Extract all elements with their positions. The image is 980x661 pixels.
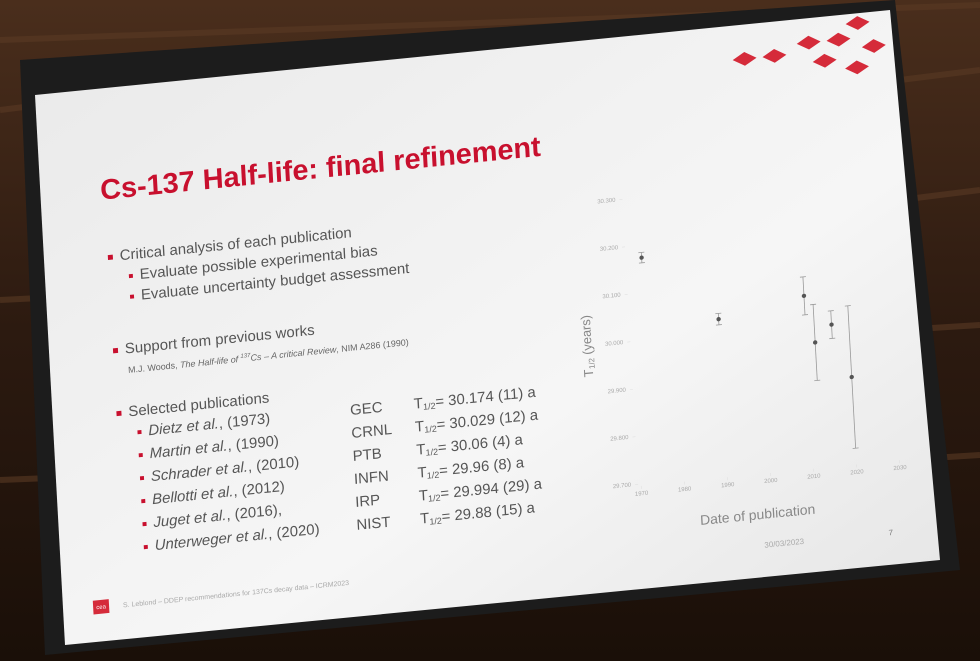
y-tick-label: 30.000	[605, 340, 624, 348]
lab: PTB	[352, 446, 382, 465]
point	[639, 255, 644, 260]
year: , (2020)	[268, 522, 320, 543]
bullet-square	[138, 452, 143, 458]
point	[716, 316, 721, 322]
y-tick-label: 29.700	[613, 482, 632, 490]
error-cap	[852, 447, 859, 449]
point	[829, 322, 834, 327]
lab: GEC	[350, 400, 383, 419]
lab: INFN	[354, 469, 390, 488]
point	[849, 374, 854, 380]
y-axis-label: T1/2 (years)	[578, 314, 597, 377]
lab: CRNL	[351, 422, 392, 442]
decoration	[732, 16, 886, 75]
bullet-square	[137, 429, 142, 435]
symbol: T	[416, 442, 426, 459]
symbol: T	[581, 368, 596, 377]
bullet-square	[142, 521, 147, 527]
symbol: T	[413, 396, 423, 413]
publication: Juget et al., (2016),	[152, 502, 282, 531]
bullet-square	[143, 544, 148, 550]
lab: NIST	[356, 515, 391, 534]
x-tick-label: 2020	[850, 469, 864, 476]
publication: Martin et al., (1990)	[149, 433, 279, 462]
error-cap	[799, 276, 806, 278]
x-tick-label: 1990	[721, 482, 735, 489]
symbol: T	[415, 419, 425, 436]
error-cap	[814, 379, 821, 382]
page-number: 7	[888, 528, 893, 537]
y-tick-label: 30.300	[597, 198, 616, 206]
year: , (2010)	[247, 454, 299, 475]
ref-sup: 137	[240, 352, 251, 359]
bullet-square	[141, 498, 146, 504]
point	[801, 293, 807, 299]
error-cap	[829, 337, 836, 340]
bullet-square	[116, 410, 122, 417]
year: , (1973)	[218, 411, 270, 432]
error-cap	[810, 303, 817, 306]
unit: (years)	[578, 314, 595, 359]
subscript: 1/2	[425, 447, 438, 458]
bullet-square	[129, 294, 135, 299]
logo: cea	[96, 604, 107, 611]
authors: Dietz et al.	[148, 416, 219, 439]
x-tick-label: 1970	[635, 491, 649, 498]
x-tick-label: 2010	[807, 473, 821, 480]
y-tick-label: 29.800	[610, 435, 629, 443]
subscript: 1/2	[428, 493, 441, 504]
publication: Dietz et al., (1973)	[148, 411, 271, 439]
symbol: T	[417, 465, 427, 482]
authors: Juget et al.	[152, 508, 227, 531]
point	[812, 340, 818, 345]
subscript: 1/2	[427, 470, 440, 481]
slide	[35, 10, 940, 645]
error-cap	[638, 262, 645, 264]
error-cap	[715, 324, 722, 326]
subscript: 1/2	[429, 516, 442, 527]
year: , (2016),	[226, 502, 282, 523]
subscript: 1/2	[423, 401, 436, 412]
error-cap	[827, 310, 834, 312]
symbol: T	[420, 511, 430, 528]
year: , (2012)	[233, 479, 285, 500]
authors: Martin et al.	[149, 438, 228, 462]
y-tick-label: 29.900	[608, 387, 627, 395]
lab: IRP	[355, 493, 381, 511]
symbol: T	[418, 488, 428, 505]
date: 30/03/2023	[764, 537, 805, 550]
logo-box	[92, 599, 110, 615]
error-cap	[801, 314, 809, 316]
error-cap	[638, 251, 645, 254]
subscript: 1/2	[424, 424, 437, 435]
y-tick-label: 30.200	[600, 245, 619, 253]
subscript: 1/2	[587, 358, 597, 370]
year: , (1990)	[227, 433, 279, 454]
error-cap	[844, 305, 851, 307]
bullet-square	[112, 347, 119, 354]
error-cap	[715, 312, 722, 315]
chart: 29.700 29.800 29.900 30.000 30.100 30.200 30.3…	[578, 198, 907, 498]
y-tick-label: 30.100	[602, 293, 621, 301]
bullet-square	[107, 254, 114, 261]
x-tick-label: 1980	[678, 486, 692, 493]
x-tick-label: 2030	[893, 465, 907, 472]
x-tick-label: 2000	[764, 478, 778, 485]
bullet-square	[139, 475, 145, 481]
bullet-square	[128, 273, 134, 279]
